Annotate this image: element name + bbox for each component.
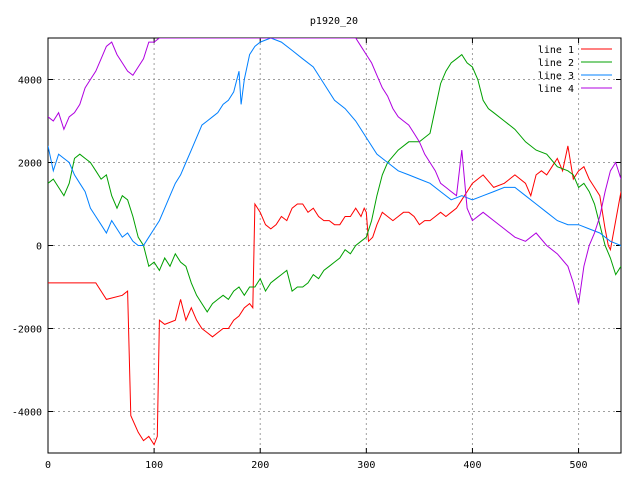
chart-title: p1920_20	[310, 16, 358, 27]
y-tick-label: 0	[36, 242, 42, 253]
x-tick-label: 0	[45, 460, 51, 471]
series-line-4	[48, 38, 621, 304]
legend-label-3: line 3	[538, 71, 574, 82]
series-line-1	[48, 145, 621, 446]
legend-label-2: line 2	[538, 58, 574, 69]
x-tick-label: 100	[145, 460, 163, 471]
series-lines	[48, 38, 621, 446]
y-tick-label: 2000	[18, 159, 42, 170]
x-tick-label: 300	[357, 460, 375, 471]
series-line-3	[48, 38, 621, 248]
y-tick-label: -4000	[12, 408, 42, 419]
x-tick-label: 500	[570, 460, 588, 471]
x-tick-label: 400	[463, 460, 481, 471]
y-tick-label: -2000	[12, 325, 42, 336]
legend-label-4: line 4	[538, 84, 574, 95]
legend-label-1: line 1	[538, 45, 574, 56]
legend: line 1 line 2 line 3 line 4	[538, 45, 612, 95]
x-tick-label: 200	[251, 460, 269, 471]
series-line-2	[48, 53, 621, 313]
y-tick-label: 4000	[18, 76, 42, 87]
